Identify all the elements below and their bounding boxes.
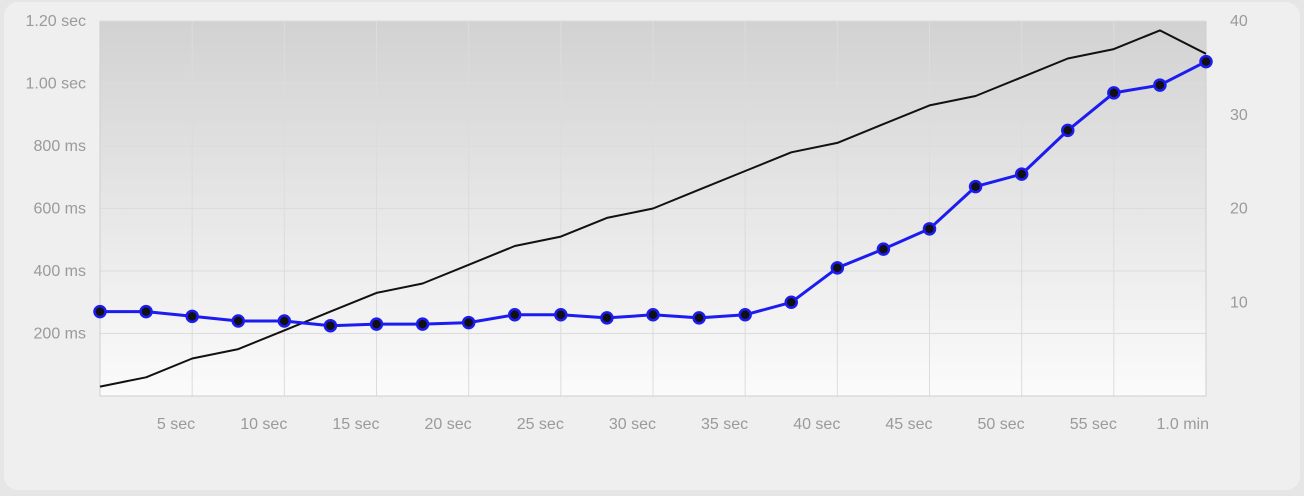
x-tick-label: 25 sec — [517, 416, 564, 433]
x-tick-label: 45 sec — [885, 416, 932, 433]
tick-labels: 5 sec 10 sec 15 sec 20 sec 25 sec 30 sec 35 se… — [26, 13, 1248, 433]
data-point — [461, 315, 476, 330]
data-point — [646, 308, 660, 322]
data-point — [738, 308, 752, 322]
y-right-tick-label: 20 — [1230, 201, 1248, 218]
data-point — [185, 309, 199, 324]
response-time-chart: 5 sec 10 sec 15 sec 20 sec 25 sec 30 sec 35 se… — [26, 13, 1248, 433]
y-left-tick-label: 400 ms — [34, 263, 86, 280]
data-point — [600, 311, 614, 325]
data-point — [277, 314, 292, 328]
data-point — [554, 308, 568, 322]
data-point — [231, 314, 245, 328]
y-right-tick-label: 10 — [1230, 294, 1248, 311]
y-left-tick-label: 600 ms — [34, 201, 86, 218]
chart-card: 5 sec 10 sec 15 sec 20 sec 25 sec 30 sec 35 se… — [4, 2, 1300, 490]
y-left-tick-label: 1.00 sec — [26, 76, 86, 93]
y-right-tick-label: 40 — [1230, 13, 1248, 30]
data-point — [369, 317, 384, 331]
x-tick-label: 5 sec — [157, 416, 195, 433]
data-point — [1153, 78, 1167, 92]
x-tick-label: 55 sec — [1070, 416, 1117, 433]
axes — [99, 20, 1207, 397]
data-point — [1107, 86, 1121, 100]
series — [93, 29, 1213, 388]
x-tick-label: 30 sec — [609, 416, 656, 433]
data-point — [139, 304, 153, 319]
x-tick-label: 20 sec — [425, 416, 472, 433]
data-point — [784, 295, 798, 309]
data-point — [1199, 54, 1213, 69]
x-tick-label: 15 sec — [332, 416, 379, 433]
data-point — [508, 308, 522, 322]
y-left-tick-label: 200 ms — [34, 326, 86, 343]
data-point — [968, 179, 983, 194]
x-tick-label: 1.0 min — [1157, 416, 1209, 433]
data-point — [1061, 123, 1075, 138]
data-point — [830, 261, 845, 275]
x-tick-label: 50 sec — [978, 416, 1025, 433]
x-tick-label: 40 sec — [793, 416, 840, 433]
y-right-tick-label: 30 — [1230, 107, 1248, 124]
data-point — [93, 304, 107, 319]
x-tick-label: 10 sec — [240, 416, 287, 433]
y-left-tick-label: 800 ms — [34, 138, 86, 155]
series-line-0 — [99, 29, 1207, 388]
data-point — [922, 222, 937, 236]
data-point — [876, 242, 891, 256]
y-left-tick-label: 1.20 sec — [26, 13, 86, 30]
data-point — [415, 317, 430, 331]
x-tick-label: 35 sec — [701, 416, 748, 433]
data-point — [692, 311, 706, 325]
data-point — [323, 318, 338, 333]
data-point — [1014, 167, 1029, 181]
